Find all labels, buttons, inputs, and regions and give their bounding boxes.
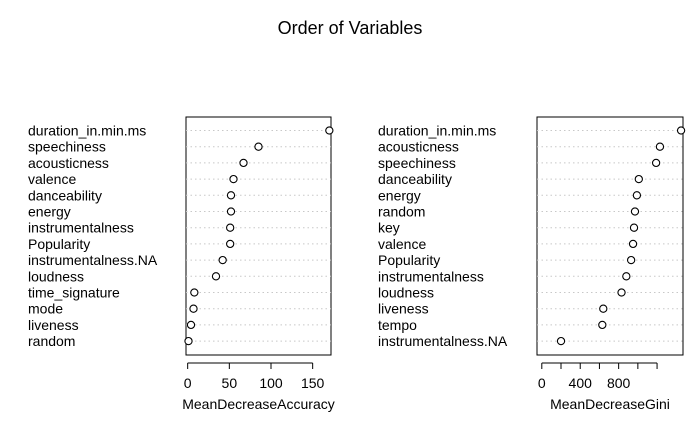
x-tick-label: 0 — [538, 375, 546, 391]
variable-label: liveness — [378, 301, 429, 317]
data-point — [599, 304, 608, 313]
x-axis-label: MeanDecreaseGini — [550, 396, 670, 412]
variable-label: random — [378, 204, 425, 220]
data-point — [184, 336, 193, 346]
data-point — [651, 158, 661, 168]
data-point — [254, 142, 263, 151]
x-tick-label: 50 — [222, 375, 238, 391]
variable-label: energy — [28, 204, 71, 220]
variable-label: danceability — [28, 187, 102, 203]
plot-frame-1 — [185, 116, 332, 356]
x-tick-label: 150 — [301, 375, 325, 391]
chart-title: Order of Variables — [278, 18, 423, 38]
data-point — [626, 255, 636, 265]
variable-label: liveness — [28, 317, 79, 333]
variable-label: speechiness — [28, 139, 106, 155]
variable-label: instrumentalness.NA — [28, 252, 158, 268]
data-point — [226, 207, 236, 216]
variable-label: instrumentalness.NA — [378, 333, 508, 349]
data-point — [598, 320, 607, 330]
data-point — [218, 255, 227, 265]
data-point — [239, 158, 248, 168]
x-tick-label: 0 — [184, 375, 192, 391]
x-tick-label: 400 — [569, 375, 593, 391]
data-point — [189, 304, 198, 313]
variable-label: instrumentalness — [28, 220, 134, 236]
variable-label: energy — [378, 187, 421, 203]
data-point — [676, 126, 686, 135]
data-point — [630, 207, 640, 216]
data-point — [226, 239, 235, 249]
variable-label: random — [28, 333, 75, 349]
data-point — [226, 223, 235, 232]
data-point — [556, 336, 566, 346]
variable-label: time_signature — [28, 285, 120, 301]
variable-label: loudness — [28, 268, 84, 284]
data-point — [628, 239, 638, 249]
data-point — [186, 320, 196, 330]
data-point — [190, 288, 199, 297]
data-point — [211, 272, 221, 281]
variable-label: valence — [28, 171, 76, 187]
variable-label: key — [378, 220, 400, 236]
data-point — [229, 174, 238, 184]
data-point — [629, 223, 639, 232]
data-point — [632, 191, 642, 200]
variable-label: acousticness — [28, 155, 109, 171]
variable-label: Popularity — [378, 252, 440, 268]
variable-label: danceability — [378, 171, 452, 187]
variable-label: acousticness — [378, 139, 459, 155]
data-point — [655, 142, 665, 151]
x-tick-label: 100 — [259, 375, 283, 391]
variable-label: instrumentalness — [378, 268, 484, 284]
variable-label: Popularity — [28, 236, 90, 252]
data-point — [226, 191, 236, 200]
x-tick-label: 800 — [607, 375, 631, 391]
variable-label: loudness — [378, 285, 434, 301]
variable-label: valence — [378, 236, 426, 252]
plot-frame-2 — [536, 116, 684, 356]
variable-label: mode — [28, 301, 63, 317]
data-point — [617, 288, 626, 297]
x-axis-label: MeanDecreaseAccuracy — [182, 396, 335, 412]
data-point — [325, 126, 334, 135]
variable-label: duration_in.min.ms — [378, 123, 496, 139]
data-point — [622, 272, 631, 281]
variable-label: duration_in.min.ms — [28, 123, 146, 139]
variable-label: tempo — [378, 317, 417, 333]
data-point — [634, 174, 643, 184]
variable-label: speechiness — [378, 155, 456, 171]
